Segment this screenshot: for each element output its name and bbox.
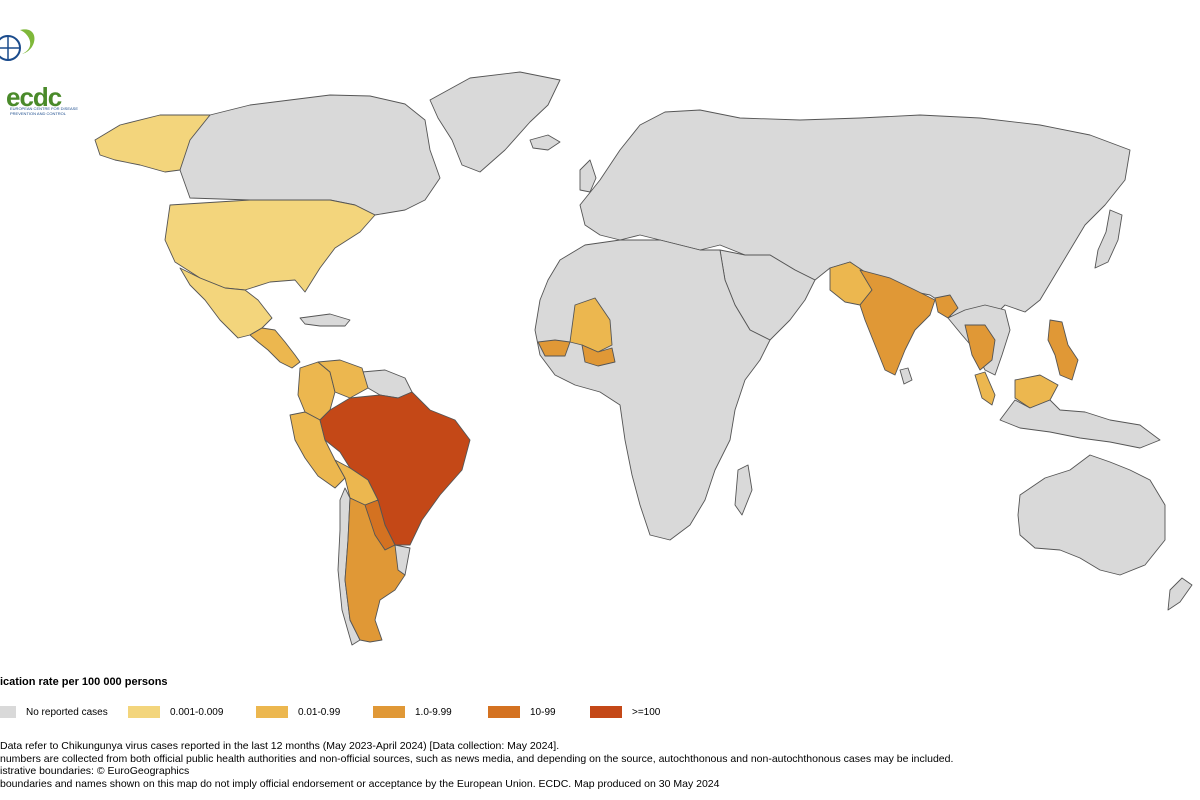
legend-swatch-1: [128, 706, 160, 718]
logo-wordmark: ecdc: [6, 82, 62, 112]
legend-swatch-5: [590, 706, 622, 718]
region-greenland: [429, 71, 561, 173]
region-united-states: [164, 199, 376, 293]
legend-item-0: No reported cases: [0, 705, 108, 719]
region-venezuela: [317, 359, 369, 399]
footnote-sources: numbers are collected from both official…: [0, 752, 954, 765]
legend-swatch-4: [488, 706, 520, 718]
region-mali: [569, 297, 613, 353]
region-senegal: [537, 339, 571, 357]
region-sri-lanka: [899, 367, 913, 385]
legend-swatch-0: [0, 706, 16, 718]
region-british-isles: [579, 159, 597, 193]
region-burkina-faso: [581, 344, 616, 367]
region-alaska: [94, 114, 211, 173]
legend-item-3: 1.0-9.99: [373, 705, 452, 719]
legend-item-4: 10-99: [488, 705, 556, 719]
region-iceland: [529, 134, 561, 151]
region-brazil: [319, 391, 471, 546]
legend: No reported cases 0.001-0.009 0.01-0.99 …: [0, 705, 1200, 719]
region-new-zealand: [1167, 577, 1193, 611]
world-map: [94, 71, 1193, 646]
region-argentina: [344, 497, 406, 643]
legend-label-2: 0.01-0.99: [298, 706, 341, 718]
region-central-america: [249, 327, 301, 369]
legend-swatch-3: [373, 706, 405, 718]
footnote-data-period: Data refer to Chikungunya virus cases re…: [0, 740, 560, 752]
region-philippines: [1047, 319, 1079, 381]
legend-label-3: 1.0-9.99: [415, 706, 452, 718]
region-bangladesh: [934, 294, 959, 319]
region-madagascar: [734, 464, 753, 516]
region-india: [859, 269, 936, 376]
legend-item-1: 0.001-0.009: [128, 705, 223, 719]
legend-item-2: 0.01-0.99: [256, 705, 340, 719]
legend-label-4: 10-99: [530, 706, 556, 718]
footnote-boundaries: istrative boundaries: © EuroGeographics: [0, 765, 190, 777]
legend-label-0: No reported cases: [26, 706, 108, 718]
region-japan: [1094, 209, 1123, 269]
region-thailand: [964, 324, 996, 371]
region-guianas: [361, 369, 413, 399]
legend-item-5: >=100: [590, 705, 660, 719]
region-uruguay: [394, 544, 411, 576]
region-australia: [1017, 454, 1166, 576]
legend-swatch-2: [256, 706, 288, 718]
region-canada: [179, 94, 441, 216]
footnote-disclaimer: boundaries and names shown on this map d…: [0, 777, 720, 790]
region-indonesia: [999, 399, 1161, 449]
ecdc-logo: ecdc European Centre for Disease Prevent…: [0, 20, 78, 116]
legend-title: ication rate per 100 000 persons: [0, 676, 168, 688]
footnotes: Data refer to Chikungunya virus cases re…: [0, 740, 1200, 790]
region-malaysia: [974, 371, 996, 406]
legend-label-5: >=100: [632, 706, 661, 718]
legend-label-1: 0.001-0.009: [170, 706, 224, 718]
logo-subtitle: European Centre for Disease Prevention a…: [10, 106, 79, 116]
region-caribbean: [299, 313, 351, 327]
